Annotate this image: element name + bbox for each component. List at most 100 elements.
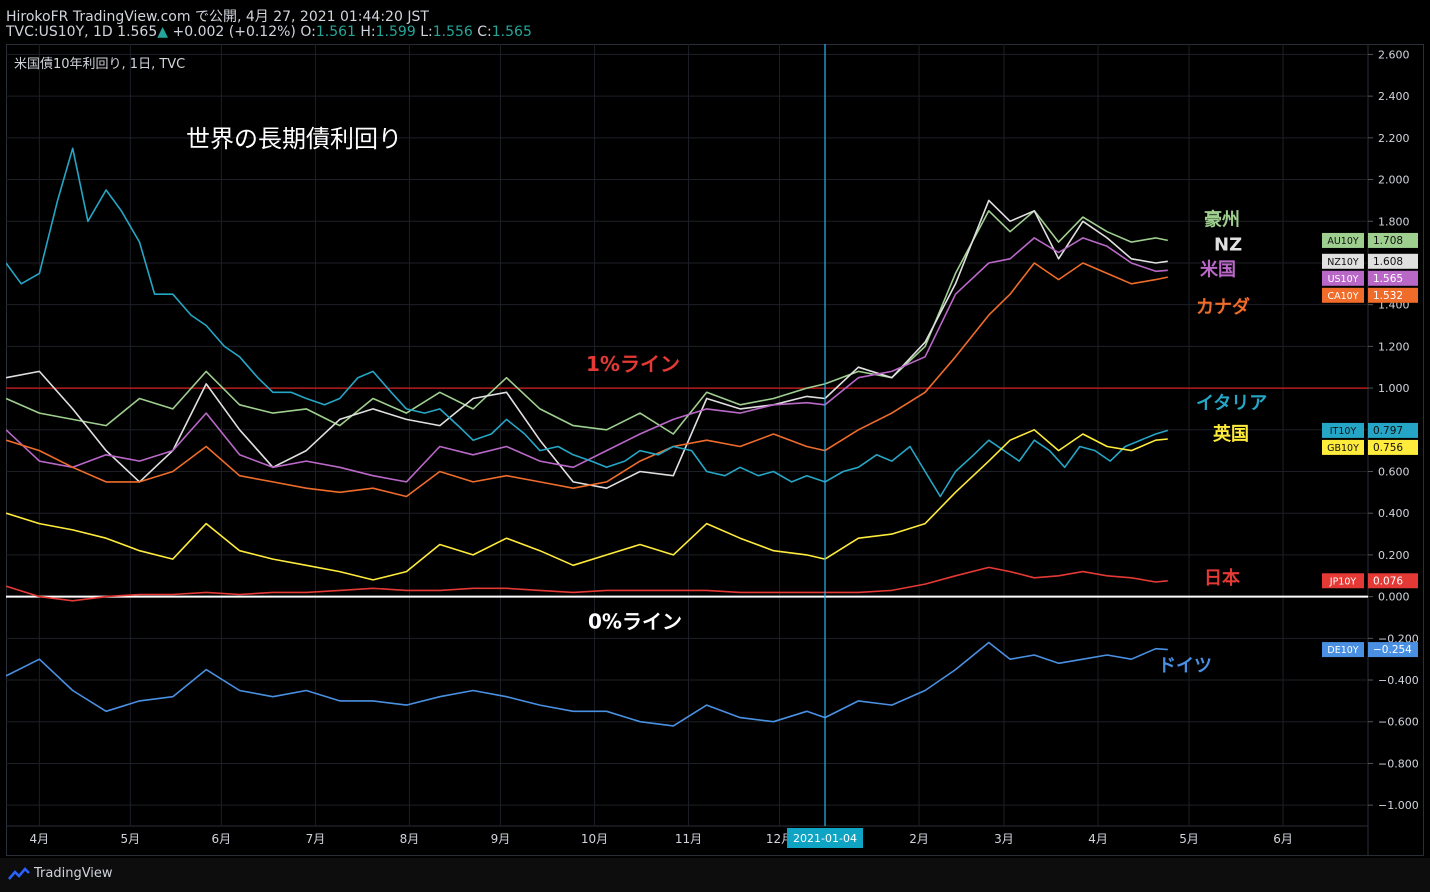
y-tick-label: 0.200 xyxy=(1378,549,1410,562)
low-label: L: xyxy=(420,24,433,40)
one-percent-line-label: 1%ライン xyxy=(586,352,680,376)
series-line-us xyxy=(6,237,1168,483)
brand-label: TradingView xyxy=(34,866,113,881)
badge-value-jp: 0.076 xyxy=(1373,575,1403,587)
legend-title: 米国債10年利回り, 1日, TVC xyxy=(14,57,185,72)
y-tick-label: 1.000 xyxy=(1378,382,1410,395)
x-tick-label: 7月 xyxy=(306,832,326,846)
y-tick-label: 2.000 xyxy=(1378,174,1410,187)
series-line-gb xyxy=(6,428,1168,581)
yield-chart[interactable]: 2.6002.4002.2002.0001.8001.6001.4001.200… xyxy=(6,44,1424,856)
crosshair-date-label: 2021-01-04 xyxy=(793,832,857,845)
badge-value-box xyxy=(1368,287,1418,303)
y-tick-label: −0.200 xyxy=(1378,632,1419,645)
badge-symbol-box xyxy=(1322,642,1364,658)
chart-annotations: 米国債10年利回り, 1日, TVC 世界の長期債利回り 1%ライン 0%ライン 豪州 N… xyxy=(14,57,1267,677)
footer-bar xyxy=(0,858,1430,892)
open-value: 1.561 xyxy=(315,24,356,40)
y-tick-label: 1.800 xyxy=(1378,215,1410,228)
x-tick-label: 6月 xyxy=(1273,832,1293,846)
close-label: C: xyxy=(477,24,492,40)
symbol-label[interactable]: TVC:US10Y, 1D xyxy=(6,24,113,40)
series-line-nz xyxy=(6,199,1168,490)
annotation-gb: 英国 xyxy=(1212,423,1249,445)
y-tick-label: 2.400 xyxy=(1378,90,1410,103)
annotation-ca: カナダ xyxy=(1196,296,1250,318)
badge-symbol-ca: CA10Y xyxy=(1327,291,1358,302)
series-line-ca xyxy=(6,262,1168,498)
series-line-jp xyxy=(6,566,1168,602)
badge-value-box xyxy=(1368,422,1418,438)
annotation-au: 豪州 xyxy=(1204,208,1240,230)
x-tick-label: 6月 xyxy=(212,832,232,846)
annotation-it: イタリア xyxy=(1196,393,1267,414)
badge-value-it: 0.797 xyxy=(1373,425,1403,437)
chart-grid xyxy=(6,44,1424,856)
badge-value-au: 1.708 xyxy=(1373,235,1403,247)
badge-value-box xyxy=(1368,253,1418,269)
high-label: H: xyxy=(360,24,376,40)
chart-axes: 2.6002.4002.2002.0001.8001.6001.4001.200… xyxy=(30,48,1419,848)
badge-value-ca: 1.532 xyxy=(1373,290,1403,302)
y-tick-label: 2.200 xyxy=(1378,132,1410,145)
badge-value-gb: 0.756 xyxy=(1373,442,1403,454)
badge-symbol-us: US10Y xyxy=(1328,274,1359,285)
badge-value-box xyxy=(1368,232,1418,248)
badge-symbol-box xyxy=(1322,287,1364,303)
badge-value-box xyxy=(1368,439,1418,455)
annotation-us: 米国 xyxy=(1200,258,1236,280)
tradingview-logo-icon xyxy=(8,866,30,880)
badge-symbol-de: DE10Y xyxy=(1327,645,1358,656)
badge-symbol-au: AU10Y xyxy=(1327,236,1359,247)
badge-symbol-box xyxy=(1322,232,1364,248)
x-tick-label: 10月 xyxy=(581,832,608,846)
y-tick-label: 0.600 xyxy=(1378,465,1410,478)
y-tick-label: 0.000 xyxy=(1378,591,1410,604)
annotation-nz: NZ xyxy=(1214,234,1242,255)
chart-title: 世界の長期債利回り xyxy=(186,125,402,153)
y-tick-label: 0.400 xyxy=(1378,507,1410,520)
badge-symbol-jp: JP10Y xyxy=(1329,576,1357,587)
last-price: 1.565 xyxy=(117,24,158,40)
y-tick-label: −0.800 xyxy=(1378,757,1419,770)
badge-value-us: 1.565 xyxy=(1373,273,1403,285)
badge-value-nz: 1.608 xyxy=(1373,256,1403,268)
badge-symbol-gb: GB10Y xyxy=(1327,443,1359,454)
x-tick-label: 4月 xyxy=(30,832,50,846)
series-line-de xyxy=(6,641,1168,727)
badge-value-box xyxy=(1368,642,1418,658)
ohlc-header: TVC:US10Y, 1D 1.565▲ +0.002 (+0.12%) O:1… xyxy=(6,24,532,40)
series-line-au xyxy=(6,210,1168,435)
up-arrow-icon: ▲ xyxy=(157,24,169,40)
x-tick-label: 9月 xyxy=(491,832,511,846)
price-change: +0.002 (+0.12%) xyxy=(172,24,296,40)
y-tick-label: −0.600 xyxy=(1378,716,1419,729)
badge-symbol-box xyxy=(1322,253,1364,269)
crosshair-date-box xyxy=(787,828,864,848)
x-tick-label: 12月 xyxy=(766,832,793,846)
x-tick-label: 8月 xyxy=(400,832,420,846)
chart-series xyxy=(6,44,1368,826)
x-tick-label: 5月 xyxy=(1179,832,1199,846)
badge-symbol-box xyxy=(1322,422,1364,438)
badge-symbol-box xyxy=(1322,270,1364,286)
y-tick-label: −1.000 xyxy=(1378,799,1419,812)
y-tick-label: 1.200 xyxy=(1378,340,1410,353)
annotation-de: ドイツ xyxy=(1158,656,1212,677)
annotation-jp: 日本 xyxy=(1204,567,1240,589)
publish-info: HirokoFR TradingView.com で公開, 4月 27, 202… xyxy=(6,9,429,25)
open-label: O: xyxy=(300,24,316,40)
tradingview-logo[interactable]: TradingView xyxy=(8,866,113,881)
y-tick-label: −0.400 xyxy=(1378,674,1419,687)
chart-border xyxy=(6,44,1424,856)
badge-value-de: −0.254 xyxy=(1373,644,1412,656)
x-tick-label: 2月 xyxy=(909,832,929,846)
x-tick-label: 4月 xyxy=(1088,832,1108,846)
high-value: 1.599 xyxy=(375,24,416,40)
badge-value-box xyxy=(1368,573,1418,589)
x-tick-label: 5月 xyxy=(121,832,141,846)
y-tick-label: 2.600 xyxy=(1378,48,1410,61)
badge-symbol-nz: NZ10Y xyxy=(1327,257,1359,268)
badge-symbol-box xyxy=(1322,439,1364,455)
badge-value-box xyxy=(1368,270,1418,286)
